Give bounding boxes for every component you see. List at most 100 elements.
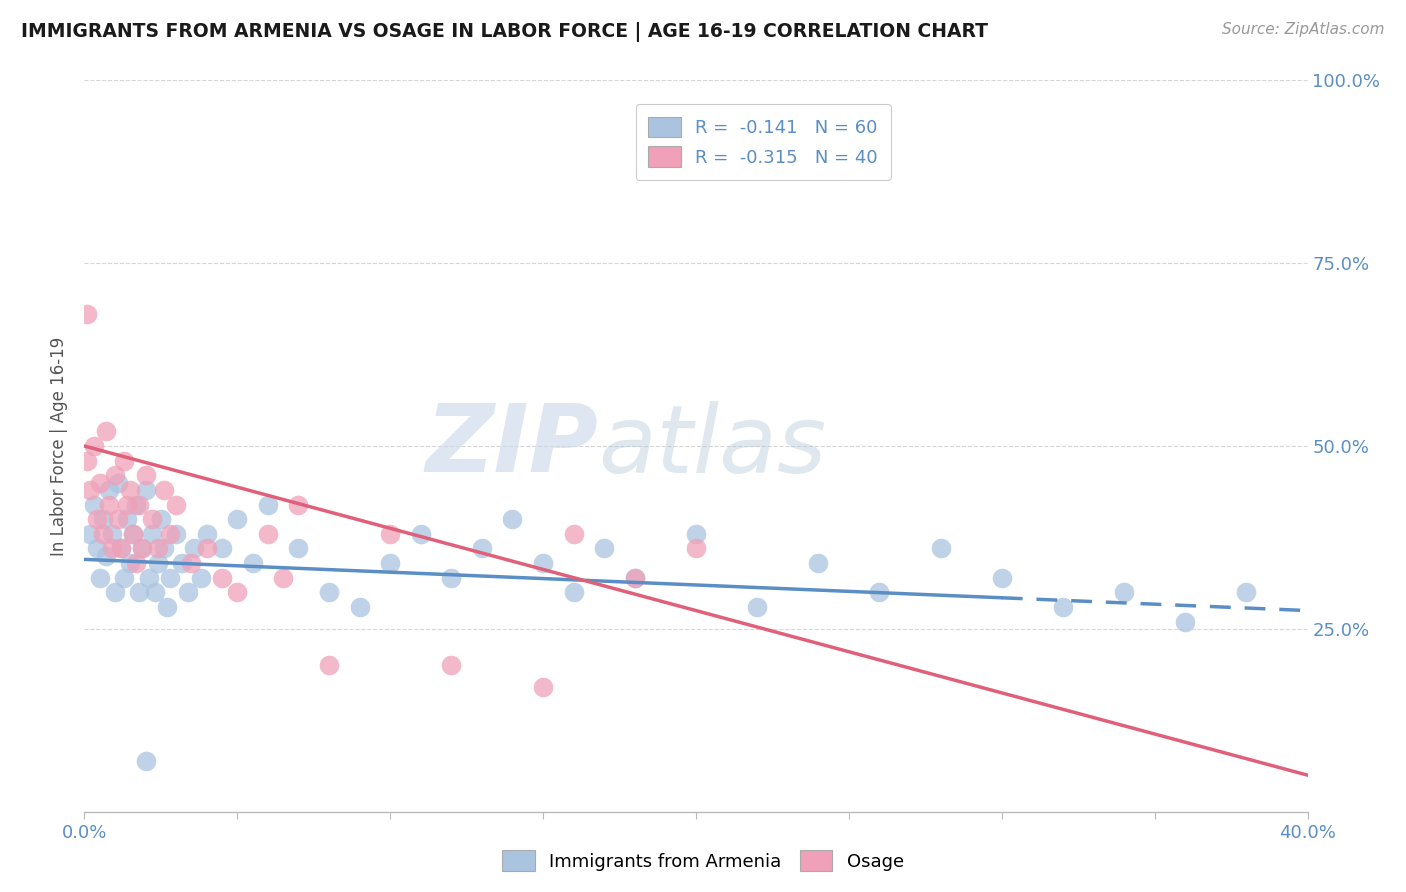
Point (131, 541, 153, 556)
Point (76, 307, 98, 321)
Point (929, 541, 952, 556)
Point (624, 571, 647, 585)
Point (141, 512, 163, 526)
Point (120, 483, 142, 497)
Point (125, 498, 148, 512)
Point (135, 754, 157, 768)
Point (318, 585, 340, 599)
Point (257, 498, 280, 512)
Point (146, 541, 169, 556)
Point (104, 468, 127, 483)
Point (153, 483, 176, 497)
Point (747, 599, 769, 614)
Point (502, 512, 524, 526)
Point (1236, 585, 1258, 599)
Point (991, 571, 1014, 585)
Point (318, 658, 340, 673)
Point (110, 541, 132, 556)
Point (115, 498, 138, 512)
Point (86, 541, 108, 556)
Point (79, 483, 101, 497)
Y-axis label: In Labor Force | Age 16-19: In Labor Force | Age 16-19 (51, 336, 69, 556)
Point (107, 475, 129, 490)
Point (131, 541, 153, 556)
Point (440, 658, 463, 673)
Point (183, 541, 205, 556)
Point (153, 541, 176, 556)
Point (440, 571, 463, 585)
Point (562, 526, 585, 541)
Point (531, 681, 554, 695)
Legend: R =  -0.141   N = 60, R =  -0.315   N = 40: R = -0.141 N = 60, R = -0.315 N = 40 (636, 104, 890, 180)
Point (101, 541, 124, 556)
Point (128, 498, 150, 512)
Point (1174, 615, 1197, 629)
Point (76, 453, 98, 467)
Text: atlas: atlas (598, 401, 827, 491)
Point (165, 526, 187, 541)
Point (110, 541, 132, 556)
Point (1114, 585, 1136, 599)
Point (177, 585, 200, 599)
Point (685, 541, 707, 556)
Point (257, 526, 280, 541)
Point (115, 512, 138, 526)
Point (159, 571, 181, 585)
Point (135, 468, 157, 483)
Point (83, 498, 105, 512)
Point (104, 585, 127, 599)
Point (287, 498, 309, 512)
Point (562, 585, 585, 599)
Point (94, 425, 117, 439)
Legend: Immigrants from Armenia, Osage: Immigrants from Armenia, Osage (495, 843, 911, 879)
Point (165, 498, 187, 512)
Text: Source: ZipAtlas.com: Source: ZipAtlas.com (1222, 22, 1385, 37)
Point (226, 512, 249, 526)
Point (624, 571, 647, 585)
Point (94, 549, 117, 563)
Point (190, 571, 212, 585)
Point (91, 526, 114, 541)
Point (242, 556, 264, 570)
Point (380, 556, 402, 570)
Point (97, 483, 120, 497)
Point (91, 512, 114, 526)
Point (195, 541, 218, 556)
Point (122, 526, 145, 541)
Point (120, 556, 142, 570)
Point (135, 483, 157, 497)
Point (226, 585, 249, 599)
Point (79, 526, 101, 541)
Point (1052, 599, 1074, 614)
Point (125, 556, 148, 570)
Point (807, 556, 830, 570)
Point (685, 526, 707, 541)
Point (180, 556, 202, 570)
Point (211, 541, 233, 556)
Point (107, 512, 129, 526)
Point (409, 526, 432, 541)
Text: ZIP: ZIP (425, 400, 598, 492)
Point (112, 453, 135, 467)
Point (593, 541, 616, 556)
Point (146, 556, 169, 570)
Point (271, 571, 294, 585)
Point (869, 585, 891, 599)
Point (531, 556, 554, 570)
Point (471, 541, 494, 556)
Point (97, 498, 120, 512)
Point (380, 526, 402, 541)
Point (89, 571, 111, 585)
Point (143, 585, 166, 599)
Point (141, 526, 163, 541)
Point (122, 526, 145, 541)
Point (128, 585, 150, 599)
Point (138, 571, 160, 585)
Point (89, 475, 111, 490)
Text: IMMIGRANTS FROM ARMENIA VS OSAGE IN LABOR FORCE | AGE 16-19 CORRELATION CHART: IMMIGRANTS FROM ARMENIA VS OSAGE IN LABO… (21, 22, 988, 42)
Point (101, 526, 124, 541)
Point (159, 526, 181, 541)
Point (172, 556, 194, 570)
Point (156, 599, 179, 614)
Point (86, 512, 108, 526)
